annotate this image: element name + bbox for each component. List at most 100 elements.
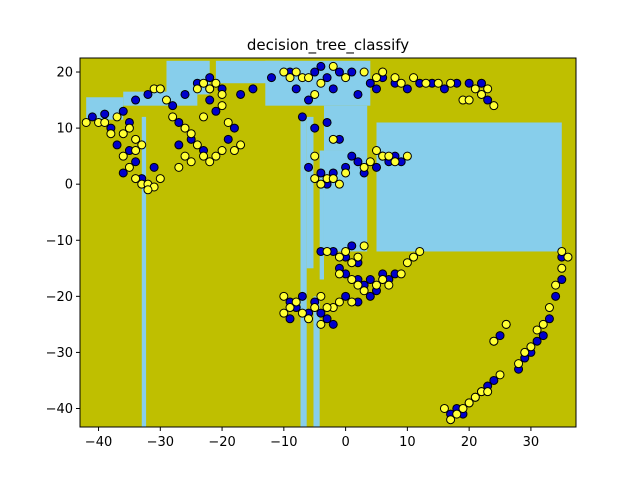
point-class-b xyxy=(211,151,221,161)
point-class-b xyxy=(384,151,394,161)
point-class-b xyxy=(483,387,493,397)
point-class-b xyxy=(279,308,289,318)
point-class-b xyxy=(192,140,202,150)
point-class-a xyxy=(180,89,190,99)
point-class-b xyxy=(199,112,209,122)
point-class-b xyxy=(446,415,456,425)
point-class-b xyxy=(538,319,548,329)
point-class-b xyxy=(334,269,344,279)
y-tick-label: −40 xyxy=(46,402,73,417)
point-class-a xyxy=(100,109,110,119)
region-3 xyxy=(166,60,210,95)
point-class-a xyxy=(310,67,320,77)
point-class-b xyxy=(390,73,400,83)
point-class-b xyxy=(186,157,196,167)
point-class-b xyxy=(415,246,425,256)
region-8 xyxy=(313,296,320,427)
point-class-a xyxy=(266,73,276,83)
point-class-b xyxy=(409,252,419,262)
point-class-b xyxy=(155,174,165,184)
point-class-b xyxy=(217,146,227,156)
point-class-b xyxy=(211,78,221,88)
region-12 xyxy=(376,122,562,252)
point-class-b xyxy=(316,179,326,189)
point-class-b xyxy=(489,101,499,111)
point-class-a xyxy=(174,140,184,150)
point-class-b xyxy=(118,129,128,139)
point-class-a xyxy=(347,151,357,161)
point-class-b xyxy=(347,275,357,285)
plot-area xyxy=(79,57,577,428)
point-class-a xyxy=(353,89,363,99)
point-class-b xyxy=(81,117,91,127)
point-class-b xyxy=(199,78,209,88)
x-tick-label: 30 xyxy=(523,435,540,450)
point-class-b xyxy=(483,84,493,94)
point-class-b xyxy=(384,280,394,290)
point-class-b xyxy=(476,89,486,99)
point-class-b xyxy=(322,246,332,256)
point-class-b xyxy=(229,146,239,156)
point-class-a xyxy=(304,162,314,172)
point-class-b xyxy=(390,157,400,167)
point-class-a xyxy=(285,314,295,324)
point-class-b xyxy=(131,134,141,144)
point-class-b xyxy=(421,78,431,88)
point-class-b xyxy=(304,314,314,324)
point-class-b xyxy=(310,174,320,184)
point-class-b xyxy=(328,61,338,71)
point-class-b xyxy=(131,146,141,156)
y-tick-label: −10 xyxy=(46,234,73,249)
point-class-b xyxy=(316,291,326,301)
x-tick-label: −40 xyxy=(85,435,112,450)
point-class-b xyxy=(532,325,542,335)
y-tick-label: −20 xyxy=(46,290,73,305)
point-class-a xyxy=(365,78,375,88)
point-class-b xyxy=(124,123,134,133)
point-class-a xyxy=(532,336,542,346)
point-class-a xyxy=(205,95,215,105)
point-class-a xyxy=(371,84,381,94)
x-tick-label: 20 xyxy=(461,435,478,450)
y-tick-label: 20 xyxy=(56,66,73,81)
point-class-a xyxy=(365,275,375,285)
point-class-b xyxy=(143,185,153,195)
point-class-b xyxy=(291,297,301,307)
point-class-a xyxy=(322,117,332,127)
point-class-a xyxy=(347,67,357,77)
point-class-b xyxy=(297,308,307,318)
point-class-a xyxy=(341,291,351,301)
point-class-b xyxy=(328,174,338,184)
point-class-b xyxy=(112,112,122,122)
point-class-b xyxy=(322,303,332,313)
point-class-b xyxy=(310,89,320,99)
point-class-b xyxy=(291,67,301,77)
point-class-b xyxy=(236,140,246,150)
plot-frame xyxy=(79,57,577,428)
point-class-a xyxy=(229,123,239,133)
point-class-a xyxy=(297,112,307,122)
point-class-b xyxy=(155,84,165,94)
point-class-b xyxy=(180,123,190,133)
point-class-a xyxy=(495,331,505,341)
point-class-b xyxy=(192,84,202,94)
point-class-b xyxy=(359,286,369,296)
region-7 xyxy=(306,116,314,269)
point-class-b xyxy=(402,258,412,268)
point-class-a xyxy=(371,162,381,172)
point-class-b xyxy=(217,89,227,99)
point-class-a xyxy=(297,291,307,301)
point-class-b xyxy=(334,179,344,189)
point-class-a xyxy=(464,78,474,88)
point-class-a xyxy=(118,106,128,116)
point-class-b xyxy=(396,269,406,279)
point-class-b xyxy=(334,297,344,307)
y-tick-label: 0 xyxy=(65,178,73,193)
region-6 xyxy=(300,116,307,427)
point-class-b xyxy=(174,162,184,172)
point-class-b xyxy=(223,117,233,127)
point-class-b xyxy=(310,151,320,161)
point-class-b xyxy=(371,280,381,290)
point-class-a xyxy=(291,84,301,94)
